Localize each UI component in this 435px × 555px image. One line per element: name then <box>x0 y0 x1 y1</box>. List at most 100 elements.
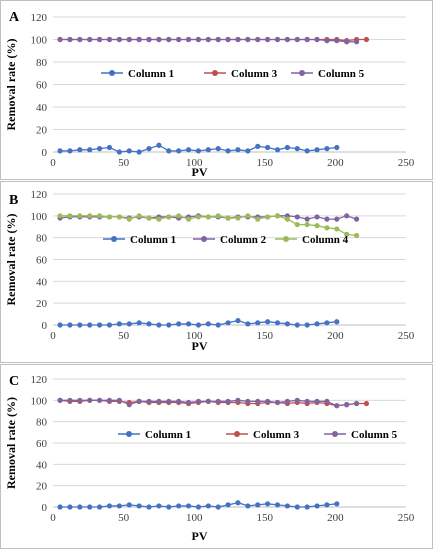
data-point <box>205 36 211 43</box>
x-tick-label: 250 <box>398 330 415 342</box>
data-point <box>136 36 142 43</box>
data-point <box>195 504 202 510</box>
data-point <box>324 146 330 152</box>
data-point <box>96 397 103 403</box>
data-point <box>255 320 261 326</box>
legend-marker <box>126 431 132 437</box>
data-point <box>77 147 83 153</box>
x-tick-label: 150 <box>257 330 274 342</box>
y-axis-title: Removal rate (%) <box>4 397 18 489</box>
data-point <box>334 403 340 409</box>
data-point <box>146 146 152 152</box>
data-point <box>294 504 300 510</box>
data-point <box>166 398 172 404</box>
data-point <box>156 503 162 509</box>
data-point <box>274 213 281 219</box>
data-point <box>146 36 152 43</box>
data-point <box>294 146 300 152</box>
data-point <box>195 398 202 404</box>
data-point <box>195 148 202 154</box>
data-point <box>304 504 310 510</box>
data-point <box>274 399 281 406</box>
data-point <box>324 398 330 404</box>
data-point <box>146 321 152 327</box>
data-point <box>353 400 360 407</box>
data-point <box>96 36 103 43</box>
y-tick-label: 100 <box>31 211 48 223</box>
data-point <box>324 502 330 508</box>
data-point <box>205 398 211 404</box>
x-tick-label: 100 <box>186 330 203 342</box>
data-point <box>166 214 172 220</box>
legend-marker <box>234 431 240 437</box>
data-point <box>274 36 281 43</box>
data-point <box>87 397 93 403</box>
y-tick-label: 120 <box>31 12 48 24</box>
data-point <box>274 320 281 326</box>
data-point <box>77 322 83 328</box>
data-point <box>57 397 63 403</box>
data-point <box>294 221 300 228</box>
y-tick-label: 100 <box>31 395 48 407</box>
legend-marker <box>201 236 207 242</box>
legend-label: Column 5 <box>318 68 365 80</box>
x-axis-title: PV <box>192 165 208 179</box>
data-point <box>225 502 231 508</box>
data-point <box>106 36 113 43</box>
legend-label: Column 2 <box>220 234 267 246</box>
y-tick-label: 40 <box>36 276 48 288</box>
data-point <box>215 504 221 510</box>
data-point <box>245 36 251 43</box>
data-point <box>304 148 310 154</box>
data-point <box>106 503 113 509</box>
data-point <box>324 225 330 231</box>
y-tick-label: 20 <box>36 298 48 310</box>
data-point <box>57 36 63 43</box>
data-point <box>67 322 73 328</box>
panel-b: 0 20 40 60 80 100 120 0 50 100 150 200 250 PV Removal … <box>0 181 433 363</box>
data-point <box>255 216 261 222</box>
data-point <box>235 397 241 403</box>
data-point <box>116 503 122 509</box>
data-point <box>284 36 290 43</box>
y-tick-label: 100 <box>31 35 48 47</box>
data-point <box>176 213 182 219</box>
data-point <box>353 39 360 45</box>
data-point <box>265 36 271 43</box>
data-point <box>363 36 370 43</box>
data-point <box>353 216 360 222</box>
data-point <box>205 321 211 327</box>
data-point <box>156 142 162 148</box>
data-point <box>136 320 142 326</box>
y-tick-label: 60 <box>36 80 48 92</box>
legend-label: Column 1 <box>130 234 176 246</box>
data-point <box>136 213 142 219</box>
data-point <box>156 398 162 404</box>
data-point <box>185 216 192 222</box>
x-tick-label: 200 <box>327 157 344 169</box>
legend-label: Column 4 <box>302 234 349 246</box>
data-point <box>67 148 73 154</box>
y-tick-label: 120 <box>31 374 48 386</box>
data-point <box>284 216 290 222</box>
data-point <box>215 398 221 404</box>
data-point <box>294 322 300 328</box>
x-axis-title: PV <box>192 339 208 353</box>
data-point <box>77 36 83 43</box>
data-point <box>215 146 221 152</box>
legend-marker <box>283 236 289 242</box>
data-point <box>344 402 350 408</box>
data-point <box>274 147 281 153</box>
data-point <box>215 322 221 328</box>
y-axis-title: Removal rate (%) <box>4 39 18 131</box>
data-point <box>235 500 241 506</box>
legend-marker <box>109 70 115 76</box>
data-point <box>87 213 93 219</box>
data-point <box>344 213 350 219</box>
data-point <box>265 501 271 507</box>
data-point <box>255 502 261 508</box>
data-point <box>334 501 340 507</box>
data-point <box>116 36 122 43</box>
data-point <box>106 397 113 403</box>
